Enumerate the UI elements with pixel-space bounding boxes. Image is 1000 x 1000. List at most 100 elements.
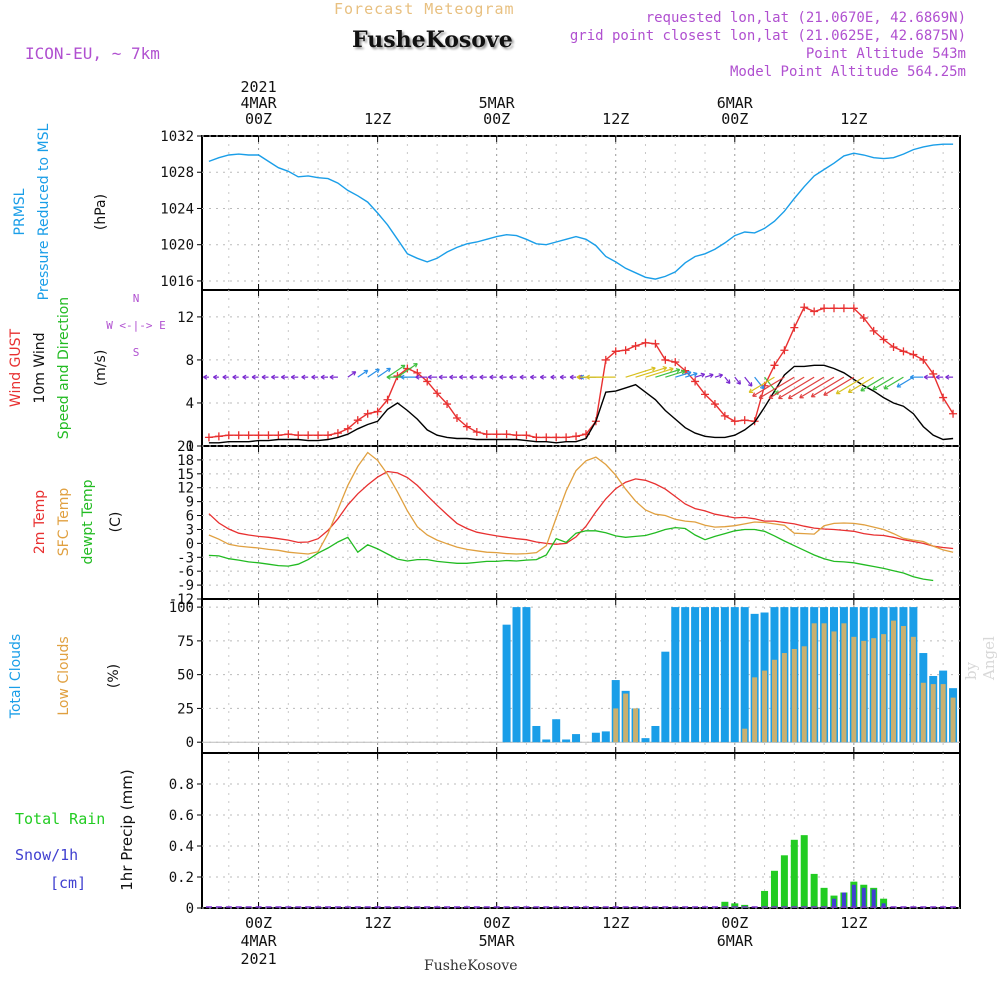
wind-direction-arrow <box>836 376 865 395</box>
wind-direction-arrow <box>788 376 825 400</box>
panel-frame <box>201 289 961 447</box>
snow-unit: [cm] <box>50 874 86 892</box>
total-cloud-label: Total Clouds <box>8 634 24 719</box>
wind-direction-arrow <box>848 376 874 393</box>
y-tick-label: 3 <box>186 522 194 538</box>
gust-marker <box>829 304 838 313</box>
wind-direction-arrowhead <box>400 364 406 370</box>
wind-direction-arrowhead <box>787 394 793 400</box>
wind-direction-label: Speed and Direction <box>56 297 72 439</box>
bottom-axis-label: 12Z <box>364 914 391 932</box>
wind-direction-arrow <box>764 376 779 395</box>
gust-marker <box>512 431 521 440</box>
pressure-label-2: Pressure Reduced to MSL <box>36 123 52 300</box>
wind-direction-arrowhead <box>945 374 950 380</box>
gust-marker <box>472 428 481 437</box>
low-cloud-bar <box>752 677 758 743</box>
wind-direction-arrowhead <box>662 366 668 371</box>
wind-gust-label: Wind GUST <box>8 328 24 407</box>
gust-marker <box>492 430 501 439</box>
wind-direction-arrow <box>694 373 705 378</box>
low-cloud-bar <box>900 626 906 743</box>
bottom-axis-label: 4MAR <box>240 932 277 950</box>
gust-marker <box>343 424 352 433</box>
total-cloud-bar <box>552 719 561 743</box>
gust-marker <box>701 390 710 399</box>
bottom-axis-label: 2021 <box>240 950 276 968</box>
low-cloud-bar <box>811 623 817 743</box>
wind-direction-arrow <box>860 376 884 392</box>
point-altitude: Point Altitude 543m <box>805 46 966 62</box>
y-tick-label: 18 <box>177 453 194 469</box>
wind-direction-arrowhead <box>747 382 753 387</box>
temp2m-label: 2m Temp <box>32 490 48 554</box>
wind-direction-arrowhead <box>271 374 276 380</box>
wind-direction-arrowhead <box>413 362 418 368</box>
gust-marker <box>939 393 948 402</box>
wind-direction-arrowhead <box>213 374 218 380</box>
low-cloud-bar <box>821 623 827 743</box>
wind-direction-arrowhead <box>427 374 432 380</box>
gust-marker <box>294 431 303 440</box>
wind-direction-arrowhead <box>872 385 877 391</box>
gust-marker <box>532 433 541 442</box>
wind-direction-arrow <box>675 371 692 378</box>
gust-marker <box>710 400 719 409</box>
wind-direction-arrow <box>896 376 914 388</box>
y-tick-label: 21 <box>177 439 194 455</box>
snow-bar <box>841 892 846 908</box>
low-cloud-bar <box>742 728 748 743</box>
wind-direction-arrowhead <box>768 394 774 399</box>
wind-direction-arrowhead <box>799 393 804 399</box>
gust-marker <box>393 372 402 381</box>
y-tick-label: 0.2 <box>169 870 194 886</box>
gust-marker <box>810 307 819 316</box>
top-axis-label: 5MAR <box>479 94 516 112</box>
wind-direction-arrow <box>625 367 656 378</box>
y-tick-label: -6 <box>177 564 194 580</box>
gust-marker <box>204 433 213 442</box>
wind-direction-arrowhead <box>585 374 590 380</box>
sfc-temp-line <box>208 451 954 555</box>
wind-direction-arrowhead <box>232 374 237 380</box>
wind-direction-arrowhead <box>375 368 380 374</box>
gust-marker <box>314 431 323 440</box>
gust-marker <box>383 395 392 404</box>
top-axis-label: 12Z <box>602 110 629 128</box>
pressure-line <box>208 143 954 280</box>
low-cloud-bar <box>762 670 768 743</box>
low-cloud-bar <box>633 708 639 743</box>
top-axis-label: 00Z <box>245 110 272 128</box>
wind-direction-arrowhead <box>386 374 391 380</box>
snow-bar <box>881 903 886 908</box>
wind-direction-arrow <box>655 369 680 378</box>
rain-bar <box>780 855 788 908</box>
wind-direction-arrowhead <box>835 389 841 395</box>
gust-line <box>208 306 954 439</box>
panel-frame <box>201 135 961 291</box>
y-tick-label: 0 <box>186 901 194 917</box>
wind-direction-arrowhead <box>759 384 765 390</box>
wind-direction-arrowhead <box>709 373 714 379</box>
low-cloud-bar <box>851 636 857 743</box>
y-tick-label: 9 <box>186 495 194 511</box>
total-cloud-bar <box>601 731 610 743</box>
total-cloud-bar <box>532 725 541 743</box>
gust-marker <box>601 355 610 364</box>
compass-n: N <box>133 292 140 305</box>
total-cloud-bar <box>671 607 680 743</box>
low-cloud-bar <box>781 653 787 743</box>
wind-direction-arrowhead <box>669 367 674 372</box>
gust-marker <box>820 304 829 313</box>
snow-bar <box>871 889 876 908</box>
low-cloud-bar <box>623 693 629 743</box>
gust-marker <box>562 433 571 442</box>
y-tick-label: 0.4 <box>169 839 194 855</box>
station-title: FusheKosove <box>352 27 513 53</box>
wind-direction-arrowhead <box>748 388 754 393</box>
wind-direction-arrow <box>367 368 380 378</box>
wind-direction-arrow <box>778 376 815 400</box>
gust-marker <box>214 432 223 441</box>
gust-marker <box>234 431 243 440</box>
